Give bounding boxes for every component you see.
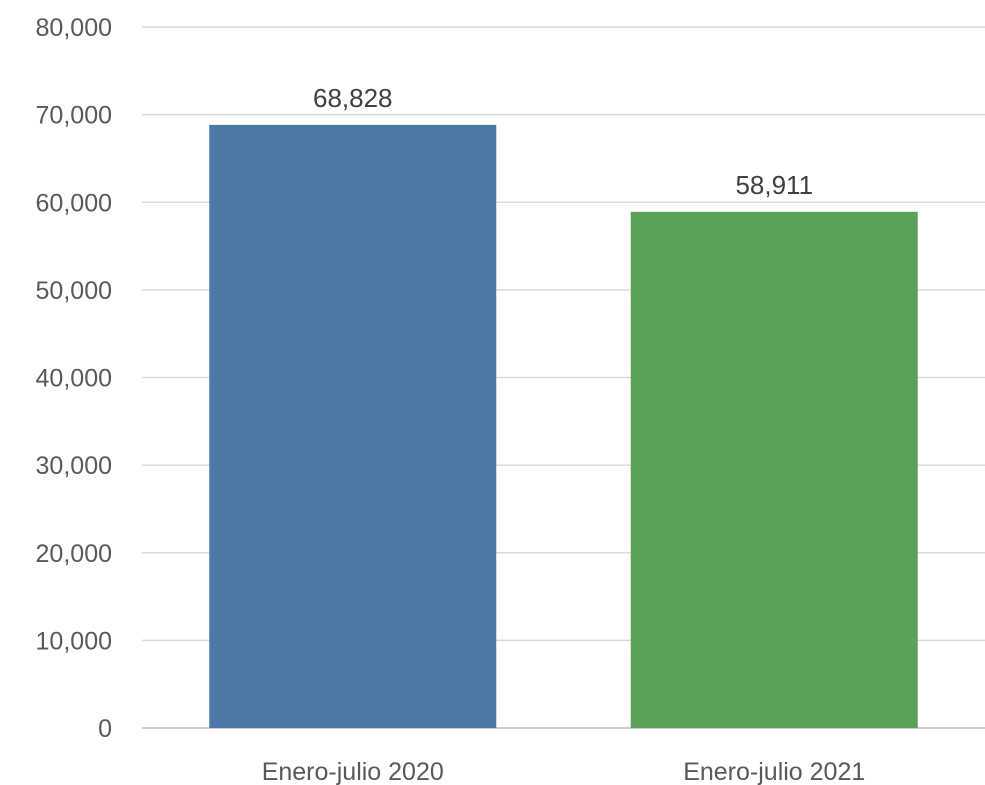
data-label: 58,911	[735, 170, 813, 200]
y-tick-label: 50,000	[36, 277, 112, 305]
y-tick-label: 80,000	[36, 14, 112, 42]
y-tick-label: 30,000	[36, 452, 112, 480]
y-tick-label: 60,000	[36, 189, 112, 217]
y-tick-label: 40,000	[36, 365, 112, 393]
y-tick-label: 70,000	[36, 102, 112, 130]
x-category-label: Enero-julio 2020	[262, 758, 444, 785]
y-tick-label: 0	[98, 715, 112, 743]
bar	[630, 211, 918, 728]
y-axis-ticks: 0 10,000 20,000 30,000 40,000 50,000 60,000 70,…	[36, 14, 112, 743]
y-tick-label: 20,000	[36, 540, 112, 568]
x-category-label: Enero-julio 2021	[683, 758, 865, 785]
x-axis-categories: Enero-julio 2020 Enero-julio 2021	[262, 758, 866, 785]
bar	[209, 124, 497, 728]
data-label: 68,828	[313, 83, 393, 113]
y-tick-label: 10,000	[36, 627, 112, 655]
bars	[209, 124, 918, 728]
data-labels: 68,828 58,911	[313, 83, 813, 200]
